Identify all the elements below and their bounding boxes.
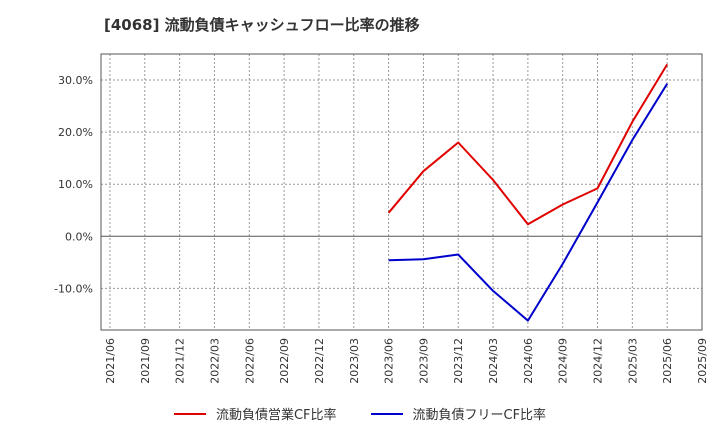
x-tick-label: 2024/09 <box>557 338 570 384</box>
legend-label-free: 流動負債フリーCF比率 <box>412 408 547 423</box>
x-tick-label: 2023/06 <box>383 338 396 384</box>
x-tick-label: 2024/03 <box>487 338 500 384</box>
x-tick-label: 2025/06 <box>661 338 674 384</box>
series-line-operating-cf <box>387 63 669 226</box>
x-tick-label: 2021/12 <box>174 338 187 384</box>
x-tick-label: 2023/03 <box>348 338 361 384</box>
x-tick-label: 2022/12 <box>313 338 326 384</box>
y-tick-label: 30.0% <box>58 74 93 87</box>
chart-title: [4068] 流動負債キャッシュフロー比率の推移 <box>104 16 420 34</box>
x-tick-label: 2021/06 <box>104 338 117 384</box>
legend-label-operating: 流動負債営業CF比率 <box>215 408 337 423</box>
legend-swatch-free <box>370 412 403 415</box>
plot-frame <box>100 53 703 331</box>
legend-item-operating: 流動負債営業CF比率 <box>173 404 337 423</box>
x-tick-label: 2023/09 <box>417 338 430 384</box>
chart-legend: 流動負債営業CF比率 流動負債フリーCF比率 <box>0 404 720 423</box>
x-tick-label: 2024/12 <box>592 338 605 384</box>
legend-item-free: 流動負債フリーCF比率 <box>370 404 547 423</box>
x-tick-label: 2022/06 <box>243 338 256 384</box>
x-tick-label: 2024/06 <box>522 338 535 384</box>
y-tick-label: 0.0% <box>65 230 93 243</box>
y-tick-label: -10.0% <box>54 282 93 295</box>
y-tick-label: 20.0% <box>58 126 93 139</box>
x-tick-label: 2021/09 <box>139 338 152 384</box>
y-tick-label: 10.0% <box>58 178 93 191</box>
x-tick-label: 2022/09 <box>278 338 291 384</box>
x-tick-label: 2025/09 <box>696 338 709 384</box>
legend-swatch-operating <box>173 412 206 415</box>
series-line-free-cf <box>388 83 669 322</box>
x-tick-label: 2023/12 <box>452 338 465 384</box>
x-tick-label: 2022/03 <box>208 338 221 384</box>
x-tick-label: 2025/03 <box>626 338 639 384</box>
